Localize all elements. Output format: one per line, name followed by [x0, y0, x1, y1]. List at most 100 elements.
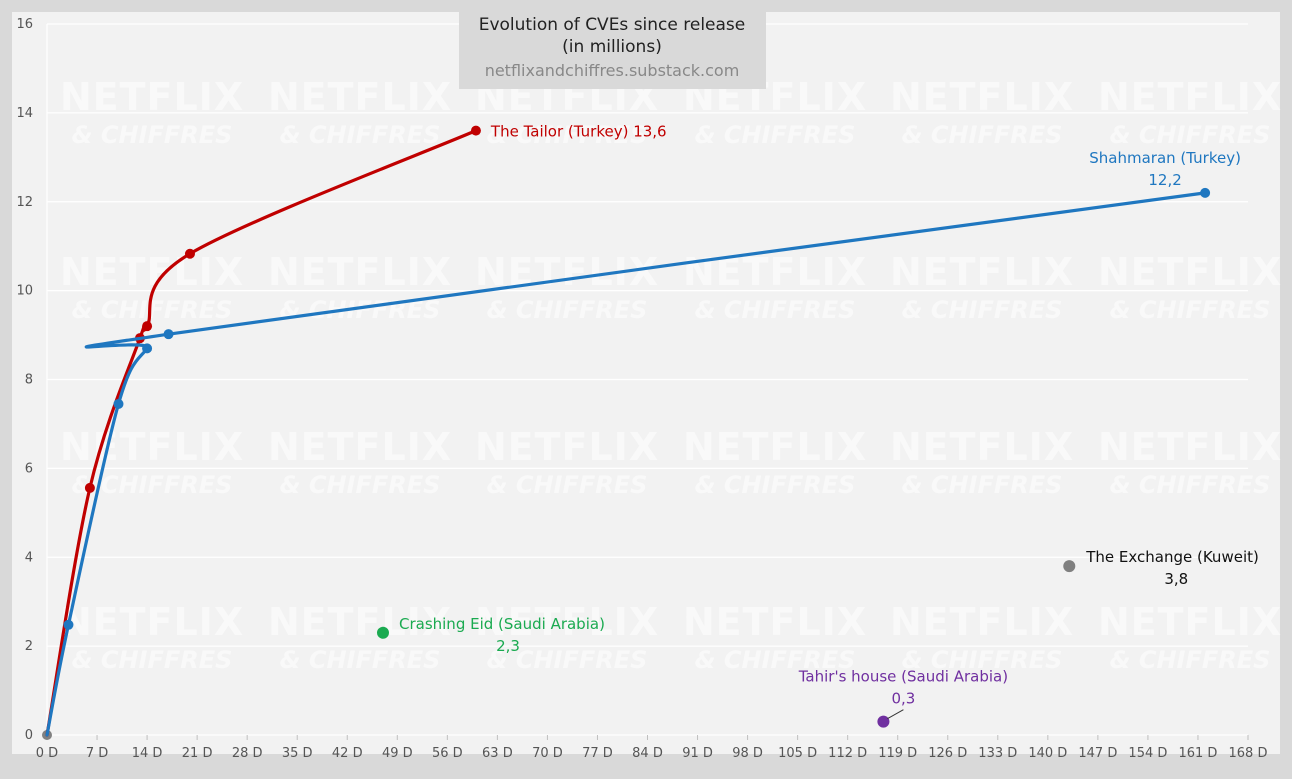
watermark-netflix: NETFLIX — [890, 425, 1074, 469]
data-point-the-tailor — [470, 125, 481, 136]
watermark-chiffres: & CHIFFRES — [487, 296, 648, 324]
x-tick-label: 161 D — [1178, 746, 1217, 761]
x-tick-label: 49 D — [382, 746, 413, 761]
y-tick-label: 10 — [16, 284, 33, 299]
y-tick-label: 14 — [16, 106, 33, 121]
x-tick-label: 35 D — [282, 746, 313, 761]
watermark-chiffres: & CHIFFRES — [902, 121, 1063, 149]
x-tick-label: 56 D — [432, 746, 463, 761]
watermark-netflix: NETFLIX — [1098, 75, 1282, 119]
data-label-the-tailor: The Tailor (Turkey) 13,6 — [490, 123, 667, 141]
watermark-netflix: NETFLIX — [268, 250, 452, 294]
watermark-netflix: NETFLIX — [1098, 600, 1282, 644]
x-tick-label: 7 D — [86, 746, 108, 761]
data-label-tahirs-house: 0,3 — [891, 690, 915, 708]
x-tick-label: 119 D — [878, 746, 917, 761]
watermark-chiffres: & CHIFFRES — [695, 471, 856, 499]
y-tick-label: 12 — [16, 195, 33, 210]
watermark-netflix: NETFLIX — [60, 75, 244, 119]
watermark-chiffres: & CHIFFRES — [72, 121, 233, 149]
watermark-netflix: NETFLIX — [683, 600, 867, 644]
watermark-chiffres: & CHIFFRES — [280, 121, 441, 149]
series-line-shahmaran — [45, 191, 1207, 737]
data-label-crashing-eid: 2,3 — [496, 637, 520, 655]
watermark-netflix: NETFLIX — [268, 75, 452, 119]
x-tick-label: 42 D — [332, 746, 363, 761]
data-labels: The Tailor (Turkey) 13,6 Shahmaran (Turke… — [399, 123, 1259, 720]
data-point-shahmaran — [63, 619, 74, 630]
data-point-the-tailor — [142, 321, 153, 332]
watermark-netflix: NETFLIX — [475, 600, 659, 644]
x-tick-label: 28 D — [232, 746, 263, 761]
data-point-shahmaran — [113, 398, 124, 409]
x-tick-label: 140 D — [1028, 746, 1067, 761]
chart-title-line-1: Evolution of CVEs since release — [479, 15, 746, 35]
watermark-chiffres: & CHIFFRES — [280, 646, 441, 674]
watermark-netflix: NETFLIX — [890, 250, 1074, 294]
data-point-the-tailor — [84, 482, 95, 493]
plot-area — [12, 12, 1280, 754]
watermark-chiffres: & CHIFFRES — [695, 646, 856, 674]
x-tick-label: 154 D — [1128, 746, 1167, 761]
x-tick-label: 70 D — [532, 746, 563, 761]
data-point-tahirs-house — [877, 715, 890, 728]
y-tick-label: 8 — [25, 373, 33, 388]
x-tick-label: 14 D — [132, 746, 163, 761]
title-box-background — [459, 12, 766, 89]
x-tick-label: 147 D — [1078, 746, 1117, 761]
watermark-netflix: NETFLIX — [60, 250, 244, 294]
leader-line-tahirs-house — [887, 709, 904, 720]
watermark-chiffres: & CHIFFRES — [487, 471, 648, 499]
title-box: Evolution of CVEs since release (in mill… — [459, 12, 766, 89]
data-label-the-exchange: 3,8 — [1164, 570, 1188, 588]
watermark-chiffres: & CHIFFRES — [487, 121, 648, 149]
y-axis-ticks: 0 2 4 6 8 10 12 14 16 — [16, 17, 33, 743]
watermark-netflix: NETFLIX — [1098, 425, 1282, 469]
x-tick-label: 98 D — [732, 746, 763, 761]
watermark-netflix: NETFLIX — [683, 250, 867, 294]
y-tick-label: 2 — [25, 639, 33, 654]
data-label-shahmaran: Shahmaran (Turkey) — [1089, 149, 1241, 167]
x-tick-label: 21 D — [182, 746, 213, 761]
series-layer — [42, 125, 1211, 740]
watermark-chiffres: & CHIFFRES — [902, 646, 1063, 674]
x-tick-label: 84 D — [632, 746, 663, 761]
y-tick-label: 4 — [25, 550, 33, 565]
x-tick-label: 168 D — [1229, 746, 1268, 761]
chart-source: netflixandchiffres.substack.com — [485, 61, 740, 80]
watermark-chiffres: & CHIFFRES — [695, 296, 856, 324]
data-label-the-exchange: The Exchange (Kuweit) — [1085, 548, 1259, 566]
watermark-netflix: NETFLIX — [890, 600, 1074, 644]
watermark-netflix: NETFLIX — [475, 425, 659, 469]
x-tick-label: 133 D — [978, 746, 1017, 761]
data-label-tahirs-house: Tahir's house (Saudi Arabia) — [798, 668, 1008, 686]
data-label-crashing-eid: Crashing Eid (Saudi Arabia) — [399, 615, 605, 633]
watermark-chiffres: & CHIFFRES — [1110, 121, 1271, 149]
watermark-chiffres: & CHIFFRES — [280, 471, 441, 499]
chart-title-line-2: (in millions) — [562, 37, 662, 57]
watermark-chiffres: & CHIFFRES — [1110, 646, 1271, 674]
data-point-the-exchange — [1063, 560, 1076, 573]
x-tick-label: 105 D — [778, 746, 817, 761]
watermark-netflix: NETFLIX — [1098, 250, 1282, 294]
watermark-chiffres: & CHIFFRES — [487, 646, 648, 674]
watermark-netflix: NETFLIX — [60, 425, 244, 469]
watermark-netflix: NETFLIX — [268, 425, 452, 469]
data-point-shahmaran — [142, 343, 153, 354]
watermark-chiffres: & CHIFFRES — [695, 121, 856, 149]
x-tick-label: 91 D — [682, 746, 713, 761]
x-tick-label: 63 D — [482, 746, 513, 761]
watermark-netflix: NETFLIX — [60, 600, 244, 644]
x-tick-label: 77 D — [582, 746, 613, 761]
x-axis-ticks: 0 D 7 D 14 D 21 D 28 D 35 D 42 D 49 D 56 D 63 D 70… — [36, 735, 1268, 761]
data-label-shahmaran: 12,2 — [1148, 171, 1181, 189]
watermark-chiffres: & CHIFFRES — [1110, 296, 1271, 324]
x-tick-label: 0 D — [36, 746, 58, 761]
y-tick-label: 0 — [25, 728, 33, 743]
watermark-chiffres: & CHIFFRES — [72, 646, 233, 674]
y-tick-label: 16 — [16, 17, 33, 32]
watermark-chiffres: & CHIFFRES — [1110, 471, 1271, 499]
data-point-the-tailor — [184, 248, 195, 259]
